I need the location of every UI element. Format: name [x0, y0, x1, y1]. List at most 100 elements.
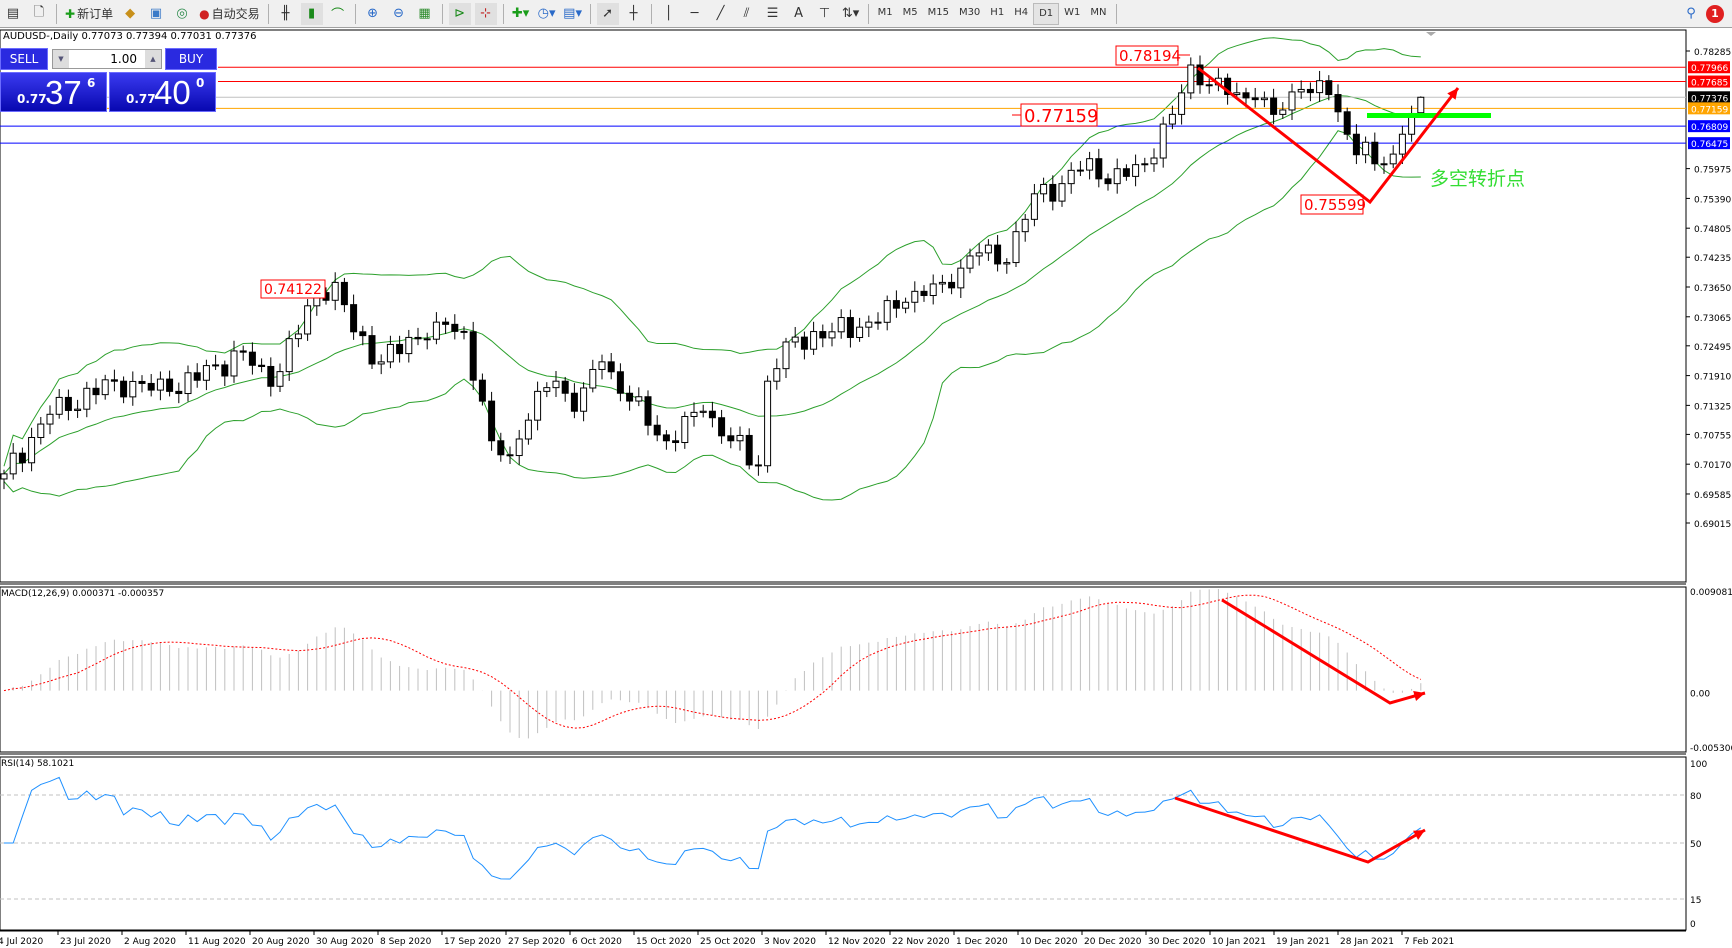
- navigator-icon[interactable]: ▣: [149, 6, 163, 21]
- level-price-tag: [1688, 120, 1730, 133]
- fibonacci-icon[interactable]: ☰: [766, 6, 779, 21]
- candle-body: [736, 434, 744, 442]
- timeframe-m15[interactable]: M15: [927, 7, 949, 18]
- timeframe-h1[interactable]: H1: [990, 7, 1005, 18]
- level-price-tag: [1688, 137, 1730, 150]
- candle-body: [681, 416, 689, 444]
- tile-windows-icon[interactable]: ▦: [418, 6, 431, 21]
- equidistant-channel-icon[interactable]: ⫽: [743, 6, 750, 21]
- candle-body: [1306, 88, 1314, 94]
- line-chart-icon[interactable]: ⌒: [331, 8, 345, 23]
- timeframe-d1[interactable]: D1: [1033, 2, 1060, 25]
- timeframe-mn[interactable]: MN: [1090, 7, 1107, 18]
- auto-scroll-icon[interactable]: ⊳: [448, 2, 471, 25]
- zoom-out-icon[interactable]: ⊖: [393, 6, 405, 21]
- cursor-icon[interactable]: ➚: [596, 2, 619, 25]
- text-icon[interactable]: A: [794, 6, 804, 21]
- candle-body: [874, 321, 882, 324]
- candle-body: [580, 387, 588, 412]
- arrows-icon[interactable]: ⇅▾: [841, 6, 860, 21]
- candle: [1334, 84, 1342, 122]
- lot-value: 1.00: [110, 52, 137, 66]
- candle: [469, 321, 477, 391]
- candle: [1086, 151, 1094, 180]
- search-icon[interactable]: ⚲: [1686, 6, 1696, 21]
- candle: [1030, 183, 1038, 227]
- date-tick-label: 6 Oct 2020: [572, 937, 622, 947]
- auto-trading-button[interactable]: ● 自动交易: [197, 3, 262, 25]
- new-order-button[interactable]: ✚ 新订单: [63, 3, 115, 25]
- indicators-icon[interactable]: ✚▾: [511, 6, 530, 21]
- candle: [405, 329, 413, 363]
- candle: [552, 371, 560, 397]
- trendline-icon[interactable]: ╱: [716, 6, 725, 21]
- candle: [745, 428, 753, 470]
- sell-button[interactable]: SELL: [0, 48, 48, 70]
- macd-tick-label: -0.005306: [1690, 744, 1732, 754]
- candle-body: [451, 323, 459, 332]
- buy-button[interactable]: BUY: [165, 48, 217, 70]
- bar-chart-icon[interactable]: ╫: [281, 6, 290, 21]
- candle: [1417, 96, 1425, 115]
- lot-size-input[interactable]: ▼ 1.00 ▲: [52, 49, 162, 69]
- periods-icon[interactable]: ◷▾: [537, 6, 556, 21]
- candle-body: [883, 300, 891, 323]
- date-tick-label: 4 Jul 2020: [0, 937, 43, 947]
- vertical-line-icon[interactable]: │: [664, 6, 673, 21]
- candle: [1040, 177, 1048, 203]
- candle: [708, 401, 716, 428]
- divider: [354, 3, 356, 24]
- candle-body: [0, 473, 8, 480]
- candle-body: [662, 434, 670, 442]
- chart-canvas[interactable]: 0.779660.776850.773760.771590.768090.764…: [0, 27, 1732, 948]
- candle-body: [1325, 80, 1333, 96]
- timeframe-m30[interactable]: M30: [958, 7, 981, 18]
- macd-signal-line: [3, 594, 1422, 729]
- candle: [55, 389, 63, 419]
- candle-body: [515, 438, 523, 457]
- date-tick-label: 11 Aug 2020: [188, 937, 246, 947]
- timeframe-m1[interactable]: M1: [877, 7, 893, 18]
- buy-price[interactable]: 0.77 40 0: [109, 72, 216, 112]
- candle: [64, 389, 72, 421]
- rsi-tick-label: 80: [1690, 792, 1702, 802]
- signals-icon[interactable]: ◎: [176, 6, 188, 21]
- candle: [561, 376, 569, 402]
- candlestick-icon[interactable]: ▮: [300, 2, 323, 25]
- lot-increase-icon[interactable]: ▲: [145, 50, 161, 68]
- chart-shift-icon[interactable]: ⊹: [474, 2, 497, 25]
- candle: [212, 354, 220, 371]
- zoom-in-icon[interactable]: ⊕: [367, 6, 379, 21]
- horizontal-line-icon[interactable]: ─: [690, 6, 699, 21]
- candle: [1316, 70, 1324, 102]
- candle: [414, 327, 422, 346]
- new-chart-icon[interactable]: ▤: [6, 6, 20, 21]
- lot-decrease-icon[interactable]: ▼: [53, 50, 69, 68]
- timeframe-w1[interactable]: W1: [1064, 7, 1081, 18]
- candle: [1352, 124, 1360, 165]
- timeframe-h4[interactable]: H4: [1014, 7, 1029, 18]
- text-label-icon[interactable]: ⊤: [818, 6, 831, 21]
- candle-body: [1003, 262, 1011, 265]
- candle: [1288, 83, 1296, 121]
- timeframe-m5[interactable]: M5: [902, 7, 918, 18]
- candle-body: [1205, 84, 1213, 87]
- candle-body: [18, 452, 26, 464]
- sell-price-pips: 37: [45, 74, 82, 111]
- candle-body: [1343, 111, 1351, 135]
- candle-body: [764, 380, 772, 467]
- level-price-label: 0.77376: [1691, 94, 1728, 104]
- candle: [865, 315, 873, 338]
- sell-price[interactable]: 0.77 37 6: [0, 72, 107, 112]
- templates-icon[interactable]: ▤▾: [563, 6, 582, 21]
- price-tick-label: 0.73065: [1694, 314, 1731, 324]
- candle: [184, 365, 192, 402]
- market-watch-icon[interactable]: ◆: [125, 6, 136, 21]
- candle-body: [405, 336, 413, 355]
- candle-body: [865, 321, 873, 328]
- candle-body: [304, 305, 312, 335]
- notifications-badge[interactable]: 1: [1706, 4, 1724, 23]
- candle: [994, 235, 1002, 272]
- profiles-icon[interactable]: 🗋: [33, 4, 45, 20]
- crosshair-icon[interactable]: ┼: [629, 6, 638, 21]
